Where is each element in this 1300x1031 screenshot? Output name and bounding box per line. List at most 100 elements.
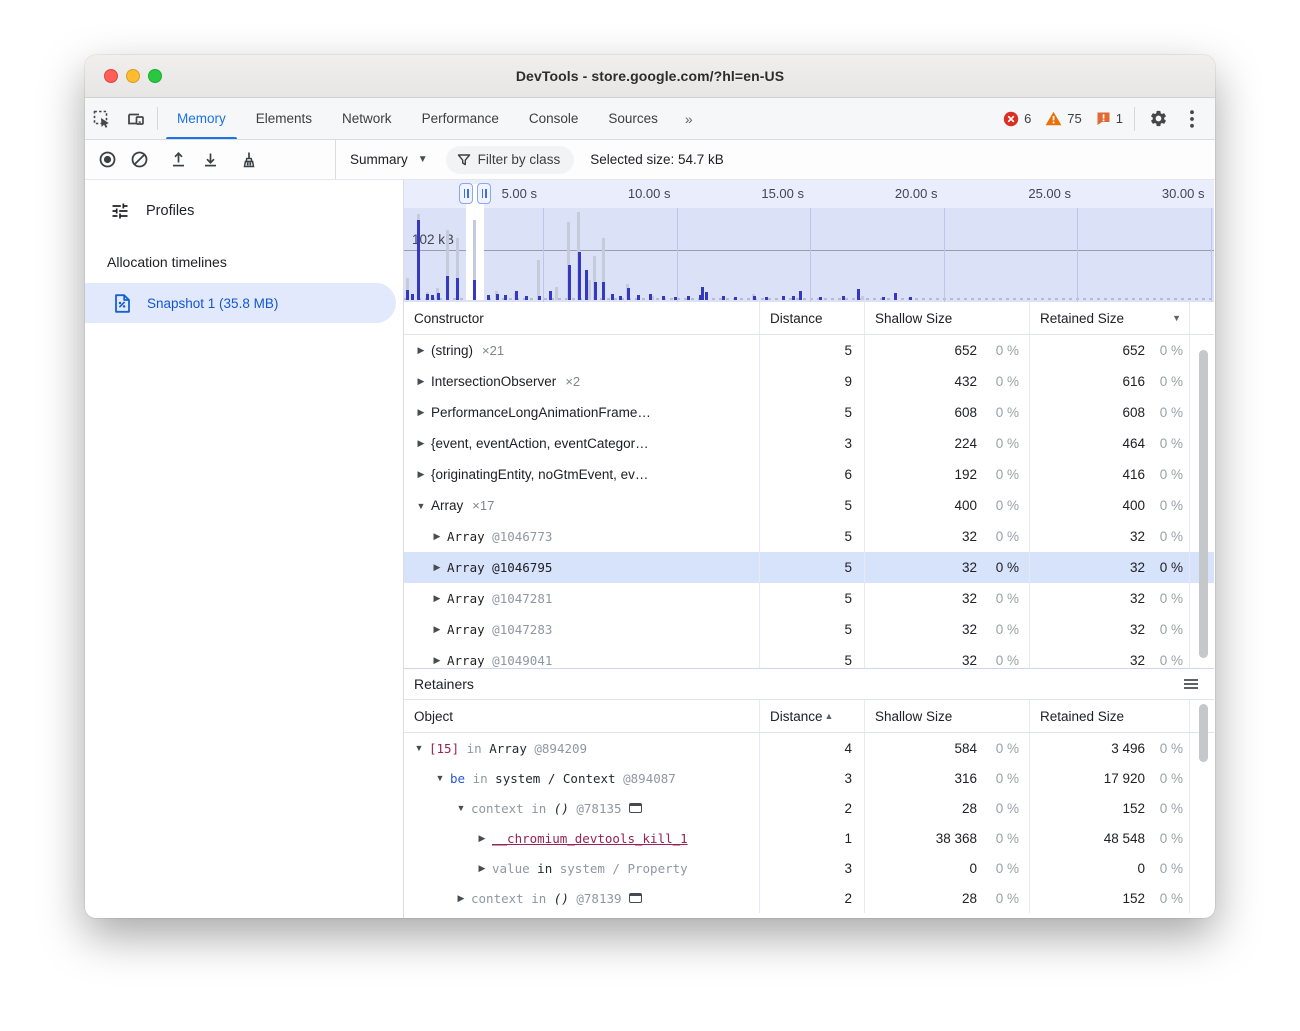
retainers-scrollbar[interactable] xyxy=(1199,704,1208,762)
constructor-name-cell: ▶ {originatingEntity, noGtmEvent, ev… xyxy=(404,459,759,490)
retainer-text: () xyxy=(553,890,569,906)
retained-size-cell: 32 0 % xyxy=(1029,614,1189,645)
constructor-row[interactable]: ▶ Array @1047283 5 32 0 % 32 0 % xyxy=(404,614,1214,645)
shallow-size-value: 316 xyxy=(954,770,977,786)
settings-button[interactable] xyxy=(1139,109,1177,128)
console-errors-badge[interactable]: 6 xyxy=(1003,111,1031,127)
retained-size-value: 608 xyxy=(1122,405,1145,420)
sidebar-item-snapshot-1[interactable]: Snapshot 1 (35.8 MB) xyxy=(85,283,396,323)
constructor-row[interactable]: ▶ Array @1049041 5 32 0 % 32 0 % xyxy=(404,645,1214,668)
inspect-element-button[interactable] xyxy=(85,98,119,139)
tree-arrow-icon[interactable]: ▶ xyxy=(433,655,441,665)
minimize-window-button[interactable] xyxy=(126,69,140,83)
column-header-constructor[interactable]: Constructor xyxy=(414,310,484,326)
tree-arrow-icon[interactable]: ▶ xyxy=(478,862,486,873)
tab-performance[interactable]: Performance xyxy=(421,111,499,126)
constructor-row[interactable]: ▶ IntersectionObserver ×2 9 432 0 % 616 0 % xyxy=(404,366,1214,397)
retainer-text: @78139 xyxy=(568,890,622,906)
tree-arrow-icon[interactable]: ▼ xyxy=(456,803,466,813)
constructor-row[interactable]: ▶ Array @1046795 5 32 0 % 32 0 % xyxy=(404,552,1214,583)
constructor-row[interactable]: ▶ {originatingEntity, noGtmEvent, ev… 6 192… xyxy=(404,459,1214,490)
column-header-retained-size[interactable]: Retained Size xyxy=(1029,700,1189,732)
tree-arrow-icon[interactable]: ▶ xyxy=(433,531,441,541)
tab-network[interactable]: Network xyxy=(342,111,392,126)
zoom-window-button[interactable] xyxy=(148,69,162,83)
retainer-row[interactable]: ▼ [15] in Array @894209 4 584 0 % 3 496 0 % xyxy=(404,733,1214,763)
retainer-row[interactable]: ▶ context in () @78139 2 28 0 % 152 0 % xyxy=(404,883,1214,913)
constructor-name: Array xyxy=(447,622,485,637)
filter-by-class-button[interactable]: Filter by class xyxy=(445,145,575,174)
retainer-text[interactable]: __chromium_devtools_kill_1 xyxy=(492,830,688,846)
retainer-row[interactable]: ▶ value in system / Property 3 0 0 % 0 0 % xyxy=(404,853,1214,883)
tree-arrow-icon[interactable]: ▶ xyxy=(417,376,425,386)
tree-arrow-icon[interactable]: ▼ xyxy=(435,773,445,783)
timeline-gridline xyxy=(676,208,678,302)
retainers-menu-icon[interactable] xyxy=(1184,679,1198,689)
retainer-text: be xyxy=(450,770,466,786)
more-options-button[interactable] xyxy=(1177,109,1207,128)
retainers-header-row: Object Distance ▲ Shallow Size Retained … xyxy=(404,700,1214,733)
selection-handle-left[interactable] xyxy=(459,183,473,204)
tab-elements[interactable]: Elements xyxy=(255,111,313,126)
constructor-row[interactable]: ▼ Array ×17 5 400 0 % 400 0 % xyxy=(404,490,1214,521)
constructor-row[interactable]: ▶ {event, eventAction, eventCategor… 3 224 0… xyxy=(404,428,1214,459)
perspective-select[interactable]: Summary ▼ xyxy=(336,152,438,167)
constructor-row[interactable]: ▶ Array @1047281 5 32 0 % 32 0 % xyxy=(404,583,1214,614)
timeline-bar xyxy=(473,280,476,300)
close-window-button[interactable] xyxy=(104,69,118,83)
record-heap-button[interactable] xyxy=(91,146,123,174)
tab-memory[interactable]: Memory xyxy=(162,98,241,139)
tree-arrow-icon[interactable]: ▶ xyxy=(417,438,425,448)
tree-arrow-icon[interactable]: ▶ xyxy=(433,562,441,572)
error-icon xyxy=(1003,111,1019,126)
shallow-size-percent: 0 % xyxy=(995,860,1019,876)
load-profile-button[interactable] xyxy=(162,146,194,174)
column-header-shallow-size[interactable]: Shallow Size xyxy=(864,302,1029,334)
shallow-size-cell: 28 0 % xyxy=(864,883,1029,913)
clear-profiles-button[interactable] xyxy=(123,146,155,174)
constructor-row[interactable]: ▶ Array @1046773 5 32 0 % 32 0 % xyxy=(404,521,1214,552)
retainer-row[interactable]: ▼ be in system / Context @894087 3 316 0 % 17… xyxy=(404,763,1214,793)
device-toolbar-button[interactable] xyxy=(119,98,153,139)
timeline-bar xyxy=(734,297,737,300)
column-header-retained-size[interactable]: Retained Size ▼ xyxy=(1029,302,1189,334)
tree-arrow-icon[interactable]: ▶ xyxy=(417,345,425,355)
more-tabs-button[interactable]: » xyxy=(684,110,693,127)
frame-icon[interactable] xyxy=(628,803,642,813)
console-warnings-badge[interactable]: 75 xyxy=(1045,111,1082,126)
frame-icon[interactable] xyxy=(628,893,642,903)
constructors-scrollbar[interactable] xyxy=(1199,350,1208,658)
shallow-size-cell: 652 0 % xyxy=(864,335,1029,366)
tree-arrow-icon[interactable]: ▶ xyxy=(417,407,425,417)
tree-arrow-icon[interactable]: ▶ xyxy=(478,832,486,843)
tab-sources[interactable]: Sources xyxy=(608,111,658,126)
tree-arrow-icon[interactable]: ▼ xyxy=(414,743,424,753)
distance-cell: 3 xyxy=(759,853,864,883)
timeline-gridline xyxy=(943,208,945,302)
constructor-row[interactable]: ▶ (string) ×21 5 652 0 % 652 0 % xyxy=(404,335,1214,366)
save-profile-button[interactable] xyxy=(194,146,226,174)
collect-garbage-button[interactable] xyxy=(233,146,265,174)
column-header-object[interactable]: Object xyxy=(414,708,454,724)
tree-arrow-icon[interactable]: ▶ xyxy=(457,892,465,903)
allocation-timeline-chart[interactable]: 102 kB 5.00 s 10.00 s 15.00 s 20.00 s 25.00 … xyxy=(404,180,1214,302)
issues-badge[interactable]: 1 xyxy=(1096,111,1123,126)
tree-arrow-icon[interactable]: ▶ xyxy=(433,624,441,634)
timeline-bar xyxy=(446,276,449,300)
selection-handle-right[interactable] xyxy=(477,183,491,204)
shallow-size-cell: 28 0 % xyxy=(864,793,1029,823)
tab-console[interactable]: Console xyxy=(528,111,579,126)
retainer-row[interactable]: ▶ __chromium_devtools_kill_1 1 38 368 0 % 48 … xyxy=(404,823,1214,853)
tree-arrow-icon[interactable]: ▶ xyxy=(417,469,425,479)
column-header-distance[interactable]: Distance ▲ xyxy=(759,700,864,732)
column-header-distance[interactable]: Distance xyxy=(759,302,864,334)
profiles-header[interactable]: Profiles xyxy=(85,194,403,228)
retainers-rows: ▼ [15] in Array @894209 4 584 0 % 3 496 0 % ▼ be… xyxy=(404,733,1214,913)
retainer-row[interactable]: ▼ context in () @78135 2 28 0 % 152 0 % xyxy=(404,793,1214,823)
retained-size-percent: 0 % xyxy=(1159,830,1183,846)
tree-arrow-icon[interactable]: ▼ xyxy=(416,500,426,511)
constructor-row[interactable]: ▶ PerformanceLongAnimationFrame… 5 608 0 % 60… xyxy=(404,397,1214,428)
distance-cell: 5 xyxy=(759,614,864,645)
tree-arrow-icon[interactable]: ▶ xyxy=(433,593,441,603)
column-header-shallow-size[interactable]: Shallow Size xyxy=(864,700,1029,732)
